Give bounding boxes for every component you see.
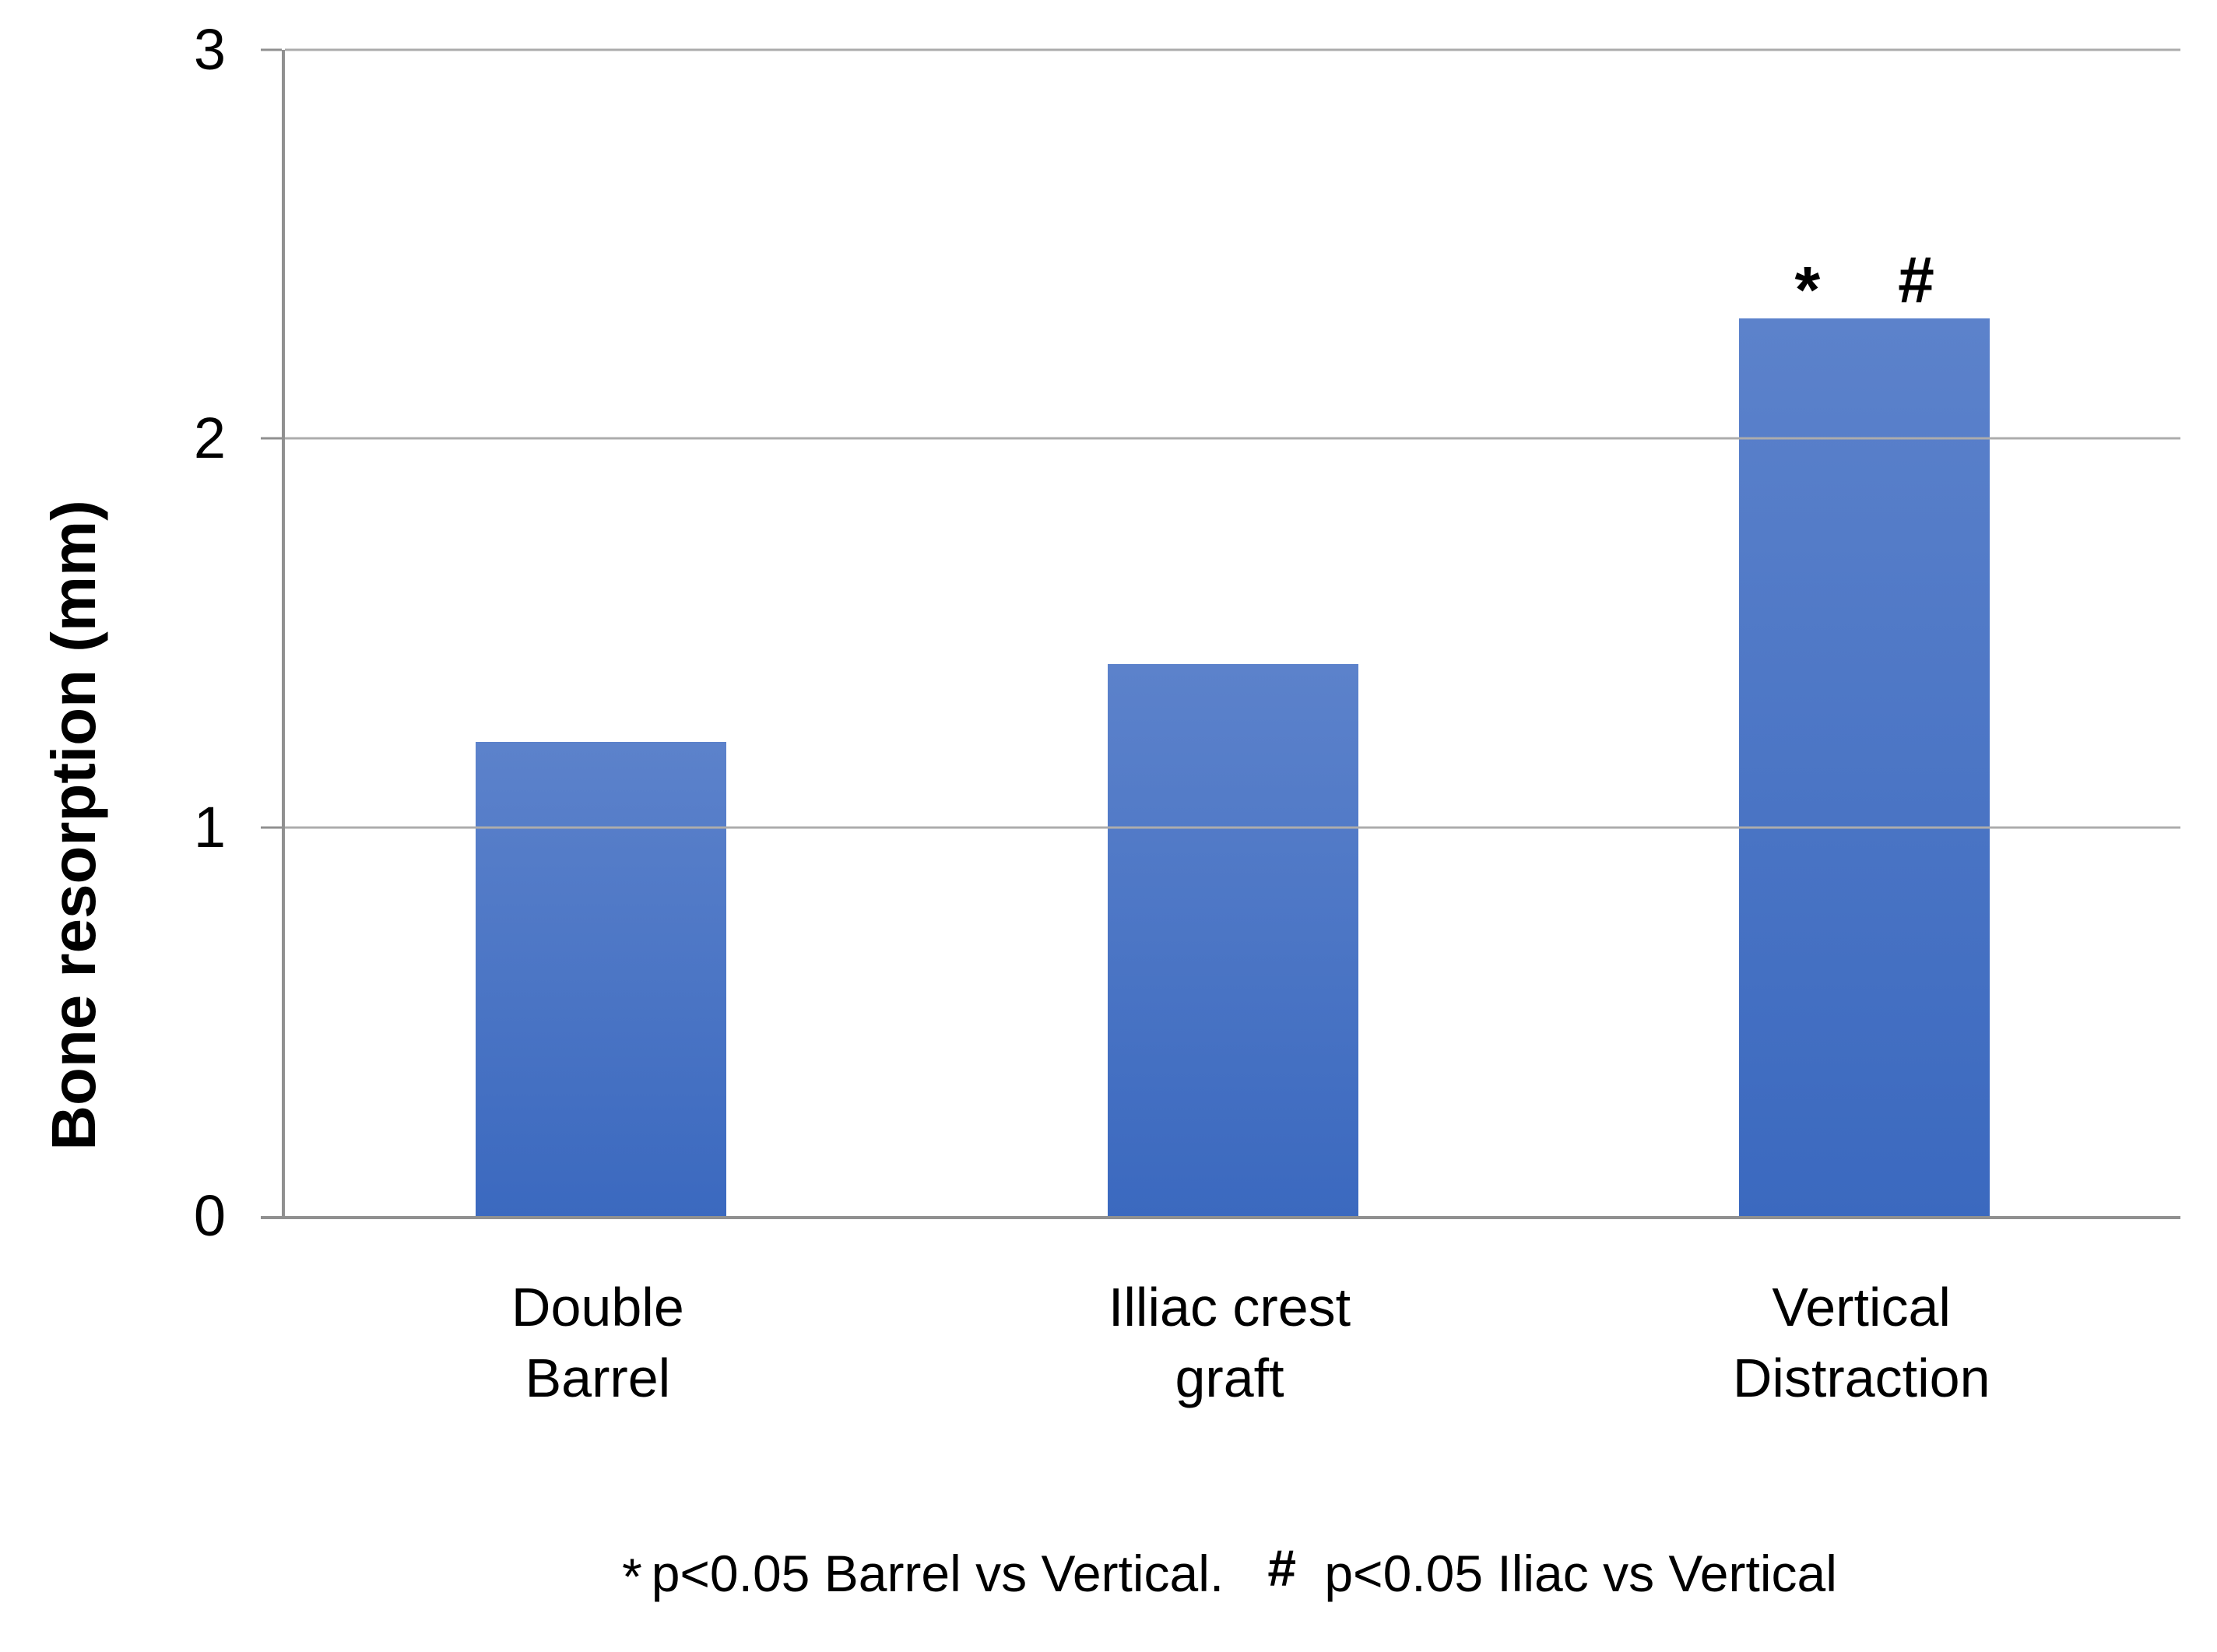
gridline-y-2 [285, 437, 2180, 440]
bar-double-barrel [475, 741, 726, 1216]
footnote-text-iliac-vs-vertical: p<0.05 Iliac vs Vertical [1324, 1545, 1837, 1602]
y-axis-title-text: Bone resorption (mm) [39, 500, 108, 1151]
y-axis-title: Bone resorption (mm) [23, 498, 125, 1152]
bars-row: * # [285, 50, 2180, 1216]
footnote-hash-symbol: # [1267, 1539, 1297, 1598]
bar-cell-double-barrel [285, 50, 917, 1216]
x-axis-category-labels: Double Barrel Illiac crest graft Vertical … [282, 1272, 2177, 1414]
y-tick-label-0: 0 [193, 1183, 226, 1248]
asterisk-annotation: * [1794, 252, 1821, 326]
bar-cell-vertical-distraction: * # [1548, 50, 2180, 1216]
y-tick-mark-2 [261, 437, 282, 440]
footnote: * p<0.05 Barrel vs Vertical. # p<0.05 Iliac… [282, 1539, 2177, 1605]
gridline-y-1 [285, 826, 2180, 829]
y-tick-label-2: 2 [193, 406, 226, 471]
footnote-text-barrel-vs-vertical: p<0.05 Barrel vs Vertical. [651, 1545, 1224, 1602]
y-tick-label-1: 1 [193, 794, 226, 859]
y-tick-label-3: 3 [193, 17, 226, 82]
bar-illiac-crest-graft [1107, 663, 1358, 1216]
bar-cell-illiac-crest-graft [917, 50, 1549, 1216]
y-tick-mark-3 [261, 48, 282, 51]
hash-annotation: # [1898, 242, 1934, 316]
significance-annotations-vertical-distraction: * # [1548, 242, 2180, 322]
y-tick-mark-1 [261, 826, 282, 829]
x-label-illiac-crest-graft: Illiac crest graft [1108, 1277, 1351, 1408]
gridline-y-3 [285, 48, 2180, 51]
bar-vertical-distraction [1739, 318, 1990, 1216]
footnote-star-symbol: * [622, 1547, 642, 1605]
plot-area: * # [261, 48, 2180, 1219]
x-label-double-barrel: Double Barrel [511, 1277, 684, 1408]
x-label-vertical-distraction: Vertical Distraction [1732, 1277, 1990, 1408]
